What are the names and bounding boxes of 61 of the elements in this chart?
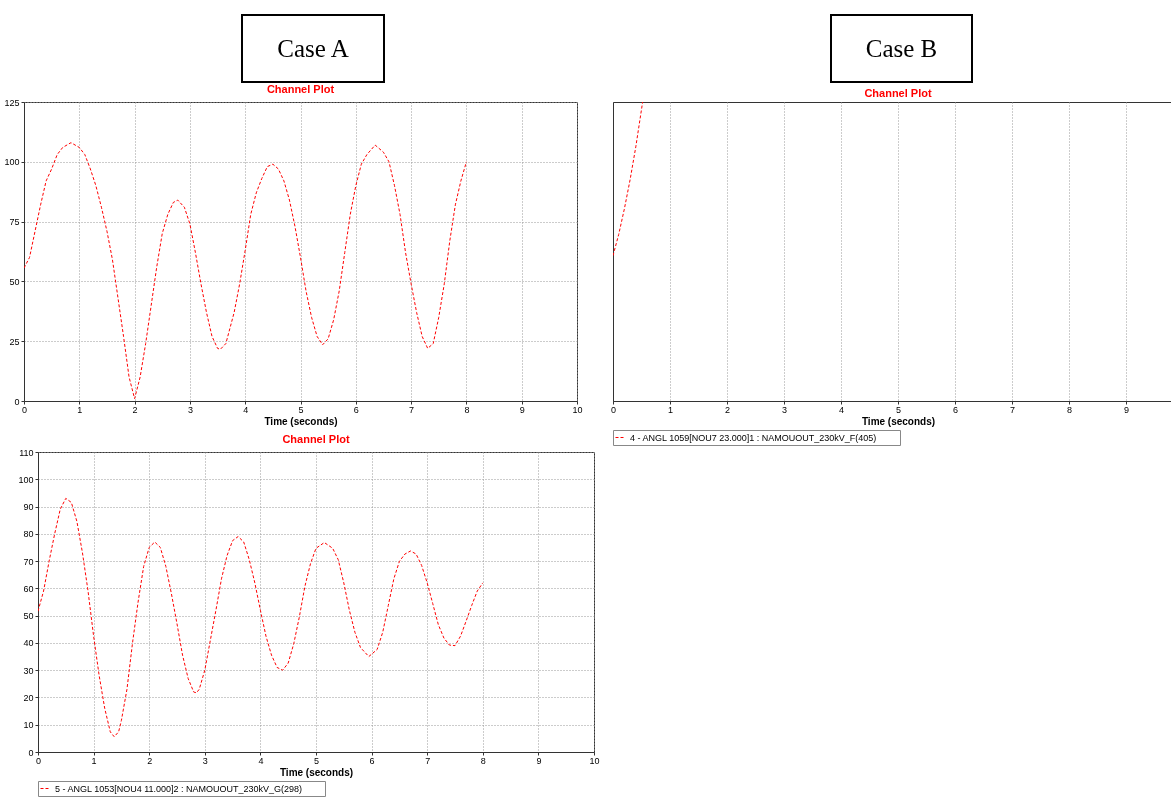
chart-title: Channel Plot	[864, 87, 932, 99]
x-tick-label: 8	[464, 404, 470, 415]
x-tick-label: 5	[313, 755, 320, 766]
y-tick-label: 30	[23, 665, 34, 676]
x-tick-label: 4	[258, 755, 264, 766]
y-tick-label: 75	[9, 217, 20, 228]
y-tick-label: 40	[23, 638, 34, 649]
y-tick-label: 0	[14, 396, 20, 407]
x-tick-label: 6	[369, 755, 375, 766]
chart-title: Channel Plot	[266, 83, 335, 95]
x-tick-label: 8	[480, 755, 486, 766]
y-tick-label: 20	[23, 692, 34, 703]
y-tick-label: 50	[23, 611, 34, 622]
x-tick-label: 9	[1123, 404, 1130, 415]
x-tick-label: 9	[536, 755, 542, 766]
x-tick-label: 7	[425, 755, 431, 766]
y-tick-label: 60	[23, 583, 34, 594]
x-tick-label: 10	[589, 755, 600, 766]
y-tick-label: 10	[23, 720, 34, 731]
x-tick-label: 2	[147, 755, 153, 766]
x-tick-label: 7	[409, 404, 415, 415]
x-tick-label: 0	[35, 755, 42, 766]
y-tick-label: 100	[18, 474, 34, 485]
y-tick-label: 0	[28, 747, 34, 758]
text: Case B	[830, 14, 973, 83]
x-tick-label: 3	[202, 755, 208, 766]
x-tick-label: 9	[519, 404, 525, 415]
x-tick-label: 2	[132, 404, 138, 415]
y-tick-label: 125	[4, 97, 20, 108]
y-tick-label: 25	[9, 336, 20, 347]
x-tick-label: 10	[572, 404, 583, 415]
x-tick-label: 8	[1066, 404, 1073, 415]
x-axis-title: Time (seconds)	[279, 766, 354, 778]
y-tick-label: 70	[23, 556, 34, 567]
x-tick-label: 0	[610, 404, 617, 415]
legend-label: 5 - ANGL 1053[NOU4 11.000]2 : NAMOUOUT_230kV_G(298)	[55, 783, 303, 794]
x-tick-label: 3	[781, 404, 788, 415]
x-tick-label: 5	[895, 404, 902, 415]
y-tick-label: 90	[23, 502, 34, 513]
x-tick-label: 6	[952, 404, 959, 415]
x-tick-label: 1	[667, 404, 674, 415]
x-tick-label: 3	[187, 404, 193, 415]
x-tick-label: 5	[298, 404, 304, 415]
x-axis-title: Time (seconds)	[861, 415, 936, 427]
legend-label: 4 - ANGL 1059[NOU7 23.000]1 : NAMOUOUT_230kV_F(405)	[630, 432, 877, 443]
chart-title: Channel Plot	[282, 433, 350, 445]
x-tick-label: 4	[243, 404, 249, 415]
x-tick-label: 2	[724, 404, 731, 415]
x-tick-label: 1	[91, 755, 97, 766]
x-axis-title: Time (seconds)	[264, 415, 338, 427]
y-tick-label: 50	[9, 276, 20, 287]
line-series	[38, 497, 484, 738]
line-series	[24, 142, 467, 400]
x-tick-label: 4	[838, 404, 845, 415]
x-tick-label: 1	[77, 404, 83, 415]
y-tick-label: 110	[19, 447, 34, 458]
y-tick-label: 80	[23, 529, 34, 540]
x-tick-label: 6	[353, 404, 359, 415]
y-tick-label: 100	[4, 157, 20, 168]
x-tick-label: 7	[1009, 404, 1016, 415]
text: Case A	[241, 14, 385, 83]
